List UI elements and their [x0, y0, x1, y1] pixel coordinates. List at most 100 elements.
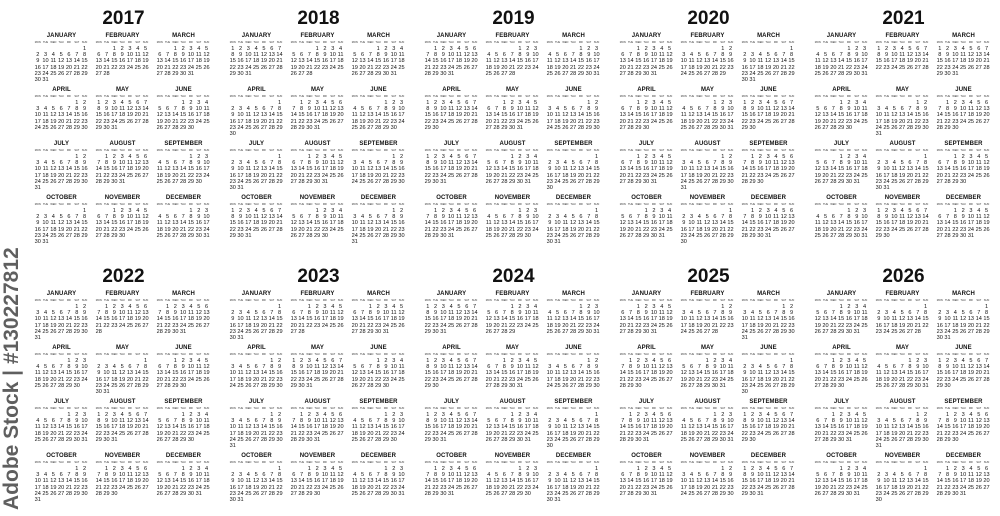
day-cell: 17	[448, 58, 455, 65]
day-cell: 28	[298, 178, 305, 185]
month-name: AUGUST	[499, 399, 526, 405]
day-cell: 12	[253, 166, 260, 173]
day-cell: 25	[455, 484, 463, 491]
day-cell: 13	[983, 472, 990, 479]
weekday-label: TUE	[627, 461, 634, 464]
weekday-label: WED	[696, 299, 703, 302]
day-cell: 13	[134, 106, 141, 113]
day-cell: 19	[359, 430, 366, 437]
day-cell: 31	[314, 436, 321, 443]
day-cell: 25	[50, 70, 57, 77]
day-cell: 13	[983, 418, 990, 425]
day-cell: 8	[782, 310, 786, 317]
day-cell: 13	[696, 424, 703, 431]
day-cell: 30	[103, 124, 110, 131]
day-cell: 5	[360, 472, 365, 479]
day-cell: 14	[509, 478, 516, 485]
day-cell: 14	[493, 112, 500, 119]
day-cell: 2	[728, 466, 733, 472]
day-cell: 25	[42, 178, 49, 185]
weekday-label: TUE	[822, 41, 829, 44]
weekday-label: WED	[172, 461, 179, 464]
day-cell: 4	[682, 418, 686, 425]
day-cell: 27	[772, 70, 780, 77]
day-cell: 26	[899, 490, 906, 497]
day-cell: 18	[765, 424, 772, 431]
day-cell: 2	[441, 208, 445, 214]
day-cell: 9	[392, 472, 396, 479]
day-cell: 13	[298, 220, 305, 227]
weekday-label: WED	[830, 407, 837, 410]
weekday-label: FRI	[383, 461, 389, 464]
day-cell: 2	[75, 358, 79, 364]
weekday-label: SAT	[854, 149, 860, 152]
day-cell: 18	[562, 484, 569, 491]
day-cell: 17	[119, 316, 126, 323]
day-cell: 2	[181, 46, 185, 52]
day-cell: 5	[984, 208, 989, 214]
weekday-label: WED	[635, 149, 642, 152]
day-cell: 16	[103, 112, 110, 119]
day-cell: 17	[967, 220, 975, 227]
day-cell: 18	[688, 172, 695, 179]
day-cell: 12	[260, 52, 268, 59]
day-cell: 16	[643, 58, 650, 65]
day-cell: 2	[120, 46, 124, 52]
day-cell: 22	[944, 118, 951, 125]
day-cell: 20	[562, 64, 569, 71]
day-cell: 7	[299, 472, 304, 479]
day-cell: 26	[891, 436, 898, 443]
day-cell: 11	[532, 418, 539, 425]
day-cell: 28	[585, 178, 592, 185]
weekday-label: TUE	[164, 95, 171, 98]
month-name: FEBRUARY	[300, 33, 335, 39]
day-cell: 29	[741, 124, 748, 131]
day-cell: 29	[635, 124, 642, 131]
day-cell: 9	[315, 160, 319, 167]
day-cell: 15	[314, 58, 321, 65]
weekday-label: MON	[814, 299, 821, 302]
day-cell: 25	[34, 436, 41, 443]
day-cell: 5	[908, 208, 912, 214]
day-cell: 11	[127, 160, 133, 167]
day-cell: 27	[577, 178, 585, 185]
day-cell: 8	[721, 160, 725, 167]
day-cell: 9	[847, 160, 851, 167]
day-cell: 21	[838, 64, 845, 71]
day-cell: 14	[788, 106, 795, 113]
day-cell: 4	[862, 100, 867, 106]
day-cell: 20	[822, 118, 829, 125]
weekday-label: THU	[570, 353, 576, 356]
month-name: DECEMBER	[945, 195, 982, 201]
weekday-label: TUE	[554, 407, 561, 410]
day-cell: 13	[570, 370, 577, 377]
weekday-label: WED	[172, 407, 179, 410]
weekday-label: SAT	[525, 203, 531, 206]
day-cell: 20	[627, 226, 634, 233]
day-cell: 29	[81, 232, 88, 239]
day-cell: 20	[914, 58, 921, 65]
day-cell: 27	[351, 328, 358, 335]
day-cell: 13	[485, 370, 492, 377]
weekday-label: SUN	[203, 203, 210, 206]
day-cell: 13	[359, 370, 366, 377]
day-cell: 19	[367, 172, 374, 179]
day-cell: 2	[238, 46, 243, 52]
day-cell: 22	[741, 118, 748, 125]
day-cell: 22	[509, 430, 516, 437]
weekday-label: FRI	[66, 149, 72, 152]
weekday-label: SAT	[976, 461, 982, 464]
day-cell: 16	[546, 172, 553, 179]
day-cell: 27	[298, 70, 305, 77]
weekday-label: TUE	[627, 353, 634, 356]
day-cell: 13	[975, 364, 982, 371]
day-cell: 26	[983, 226, 990, 233]
day-cell: 3	[43, 52, 48, 59]
day-cell: 10	[680, 478, 687, 485]
day-cell: 3	[189, 358, 193, 364]
day-cell: 10	[390, 364, 397, 371]
day-cell: 5	[204, 358, 209, 364]
day-cell: 25	[351, 124, 358, 131]
weekday-label: THU	[375, 353, 381, 356]
weekday-label: FRI	[578, 95, 584, 98]
